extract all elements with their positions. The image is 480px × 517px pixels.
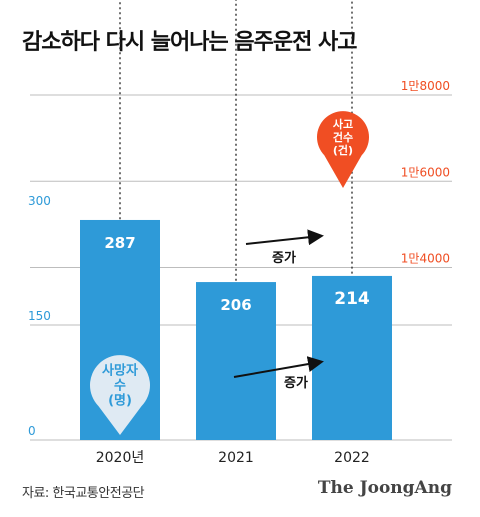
line-series-badge-text: (건) [333,143,353,157]
right-tick-label: 1만6000 [401,165,450,179]
bar-value-label: 206 [220,296,251,314]
increase-arrow-bars [233,356,324,378]
bar-series-badge-text: 수 [114,379,126,394]
right-tick-label: 1만8000 [401,79,450,93]
dotted-guides [119,0,353,283]
source-note: 자료: 한국교통안전공단 [22,486,145,501]
bar-value-label: 287 [104,234,135,252]
x-tick-label: 2022 [334,450,370,466]
line-series-badge-text: 건수 [333,130,353,144]
brand-logo: The JoongAng [317,478,452,498]
bar-value-label: 214 [334,289,370,309]
chart-title: 감소하다 다시 늘어나는 음주운전 사고 [22,30,357,55]
x-tick-label: 2020년 [96,450,145,466]
line-series-badge-text: 사고 [333,117,353,131]
axis-labels: 0 150 300 1만4000 1만6000 1만8000 2020년 2021 2022 [28,79,450,466]
bar-series-badge-text: (명) [108,393,132,409]
increase-arrow-line [245,229,324,246]
bar [312,275,392,440]
x-tick-label: 2021 [218,450,254,466]
line-series-badge-shape [317,111,369,188]
increase-label-bars: 증가 [284,376,308,391]
bar-series-badge-text: 사망자 [102,363,138,379]
left-tick-label: 300 [28,194,51,208]
bar-series-badge-shape [90,355,151,435]
left-tick-label: 0 [28,424,36,438]
bar [196,282,276,440]
right-tick-label: 1만4000 [401,252,450,266]
increase-label-line: 증가 [272,251,296,266]
left-tick-label: 150 [28,309,51,323]
bar-series: 287 206 214 [80,219,392,440]
